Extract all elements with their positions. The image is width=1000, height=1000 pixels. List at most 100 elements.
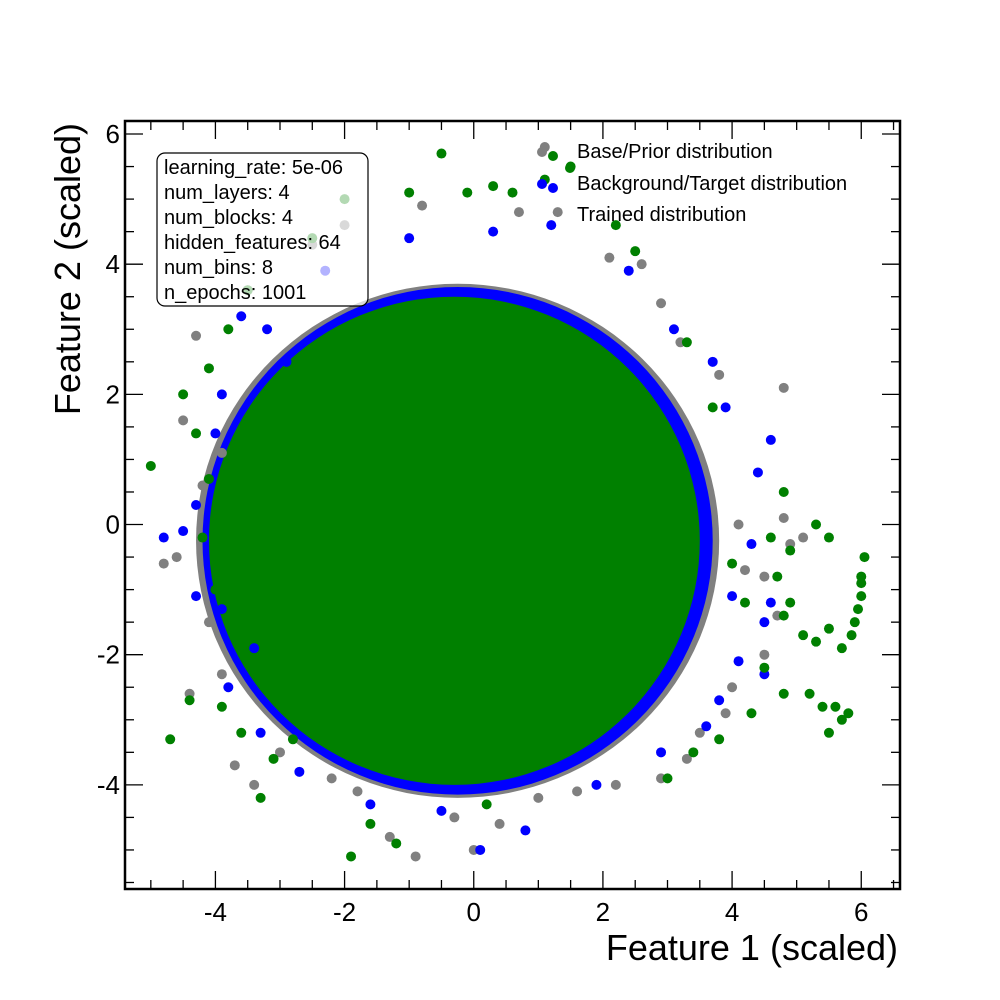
- y-tick-label: 0: [106, 510, 120, 540]
- point-0-7: [229, 760, 240, 771]
- point-0-44: [740, 565, 750, 576]
- point-2-11: [255, 792, 266, 803]
- point-1-23: [707, 356, 718, 367]
- point-2-12: [268, 753, 279, 764]
- point-0-3: [191, 330, 202, 341]
- point-1-5: [216, 389, 227, 400]
- x-tick-label: 4: [725, 897, 739, 927]
- point-1-18: [591, 779, 602, 790]
- point-0-37: [727, 682, 738, 693]
- point-0-45: [720, 708, 731, 719]
- y-tick-label: 2: [106, 379, 120, 409]
- x-axis-label: Feature 1 (scaled): [606, 927, 898, 968]
- point-2-38: [823, 532, 834, 543]
- axis-ticks: [125, 121, 900, 889]
- point-0-18: [449, 812, 460, 823]
- point-2-30: [707, 402, 718, 413]
- y-tick-label: -2: [97, 640, 120, 670]
- data-points: [145, 142, 870, 862]
- point-2-19: [404, 187, 415, 198]
- point-2-58: [859, 552, 870, 563]
- point-1-36: [249, 643, 260, 654]
- x-tick-label: 0: [467, 897, 481, 927]
- point-2-28: [630, 246, 641, 257]
- legend-marker-base-2: [548, 151, 558, 161]
- y-tick-label: 4: [106, 249, 120, 279]
- point-1-17: [546, 220, 557, 231]
- point-2-54: [843, 708, 854, 719]
- point-0-47: [216, 669, 227, 680]
- point-2-65: [203, 473, 214, 484]
- point-1-30: [733, 656, 744, 667]
- point-2-47: [798, 630, 809, 641]
- point-1-1: [191, 591, 202, 602]
- point-0-20: [494, 818, 505, 829]
- point-2-63: [817, 701, 828, 712]
- point-2-45: [662, 773, 673, 784]
- point-1-37: [281, 356, 292, 367]
- point-0-1: [178, 415, 189, 426]
- point-2-42: [746, 708, 757, 719]
- point-1-26: [746, 539, 757, 550]
- point-1-12: [404, 233, 415, 244]
- legend-marker-background-1: [537, 179, 547, 189]
- point-0-39: [681, 753, 692, 764]
- point-0-26: [604, 252, 615, 263]
- point-0-0: [158, 558, 169, 569]
- point-0-14: [352, 786, 363, 797]
- point-1-9: [294, 766, 305, 777]
- point-2-6: [210, 584, 221, 595]
- point-2-36: [785, 545, 796, 556]
- point-0-27: [636, 259, 647, 270]
- plot-frame: [123, 119, 902, 891]
- point-1-32: [765, 597, 776, 608]
- point-2-40: [759, 662, 770, 673]
- point-0-36: [759, 649, 770, 660]
- point-2-64: [197, 532, 208, 543]
- point-0-46: [197, 480, 208, 491]
- point-0-4: [171, 552, 182, 563]
- core-region-2: [208, 296, 700, 785]
- point-2-59: [853, 604, 864, 615]
- point-2-4: [191, 428, 202, 439]
- x-tick-label: -2: [333, 897, 356, 927]
- point-0-22: [533, 792, 544, 803]
- point-1-28: [765, 434, 776, 445]
- point-1-27: [752, 467, 763, 478]
- legend-entry-background: Background/Target distribution: [537, 173, 847, 195]
- legend-label-background: Background/Target distribution: [577, 173, 847, 195]
- point-2-21: [462, 187, 473, 198]
- point-0-31: [733, 519, 744, 530]
- info-learning-rate: learning_rate: 5e-06: [164, 157, 343, 179]
- legend-marker-background-2: [548, 183, 558, 193]
- point-1-7: [255, 727, 266, 738]
- legend: Base/Prior distribution Background/Targe…: [537, 141, 847, 226]
- point-0-5: [203, 617, 214, 628]
- y-tick-labels: -4 -2 0 2 4 6: [97, 119, 120, 800]
- point-2-1: [165, 734, 176, 745]
- info-box: learning_rate: 5e-06 num_layers: 4 num_b…: [156, 152, 369, 307]
- point-1-8: [262, 324, 273, 335]
- point-2-43: [714, 734, 725, 745]
- point-1-20: [656, 747, 667, 758]
- point-2-51: [836, 643, 847, 654]
- point-0-10: [275, 747, 285, 758]
- point-1-2: [210, 428, 221, 439]
- point-2-22: [488, 181, 499, 192]
- y-axis-label: Feature 2 (scaled): [47, 123, 88, 415]
- point-2-20: [436, 148, 447, 159]
- point-0-25: [572, 786, 583, 797]
- point-0-42: [778, 382, 789, 393]
- point-1-22: [701, 721, 712, 732]
- point-0-16: [410, 851, 421, 862]
- info-num-layers: num_layers: 4: [164, 182, 290, 204]
- point-2-29: [681, 337, 692, 348]
- point-2-61: [846, 630, 857, 641]
- point-2-62: [856, 578, 867, 589]
- point-2-9: [236, 727, 247, 738]
- y-tick-label: 6: [106, 119, 120, 149]
- y-tick-label: -4: [97, 770, 120, 800]
- point-0-6: [216, 447, 227, 458]
- point-2-8: [223, 324, 234, 335]
